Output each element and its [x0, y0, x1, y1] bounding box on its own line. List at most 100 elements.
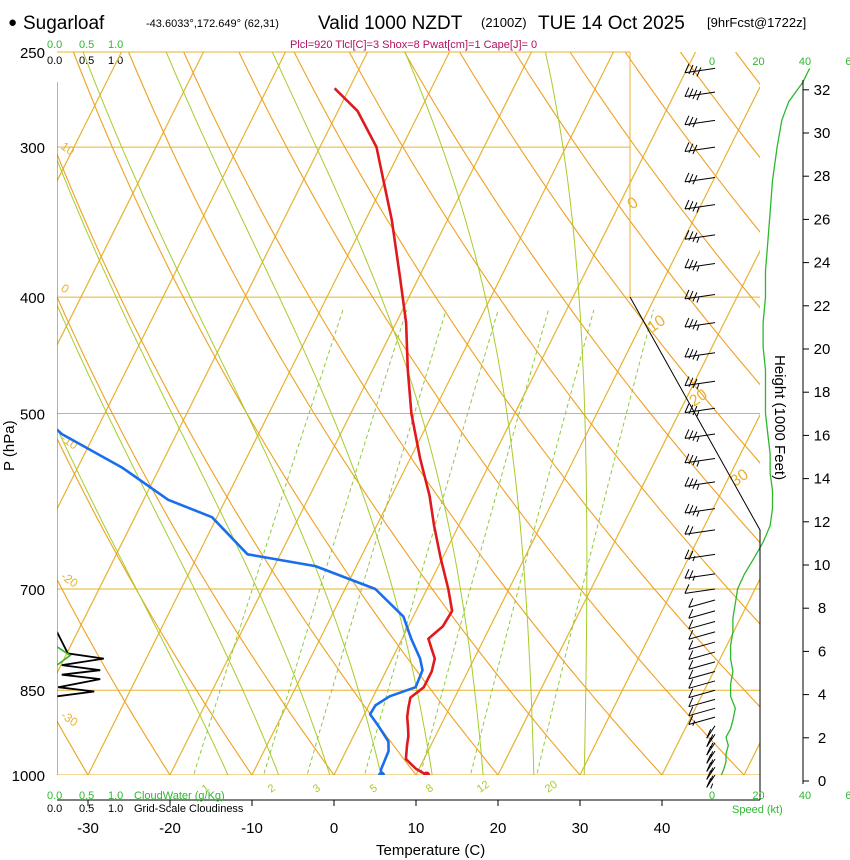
- scale-top-2: 1.0: [108, 55, 123, 67]
- mixing-ratio-line: [306, 309, 447, 775]
- wind-barb: [688, 669, 716, 680]
- wind-barb-feather: [692, 117, 698, 128]
- dry-adiabat-line: [846, 52, 850, 800]
- wind-barb-feather: [688, 430, 694, 440]
- axes: -30 -20 -10 0 10 20 30 402503004005007008501000…: [12, 45, 850, 837]
- wind-barb-feather: [684, 347, 690, 358]
- dry-adiabat-line: [404, 52, 760, 544]
- wind-barb: [706, 766, 716, 781]
- moist-adiabat-line: [165, 52, 433, 775]
- wind-barb-feather: [706, 762, 712, 772]
- wind-barb: [688, 609, 716, 619]
- wind-speed-scale-bot: 40: [799, 790, 811, 802]
- wind-barb-shaft: [688, 641, 716, 650]
- wind-barb: [688, 630, 716, 640]
- scale-bot-cw-2: 1.0: [108, 790, 123, 802]
- height-tick-label: 12: [814, 514, 831, 531]
- mixing-ratio-label: 8: [424, 782, 436, 795]
- wind-barb-shaft: [688, 610, 716, 619]
- wind-barb-feather: [688, 143, 694, 153]
- wind-barb-feather: [688, 679, 694, 689]
- wind-barb: [706, 725, 716, 740]
- wind-barb-shaft: [688, 707, 716, 717]
- wind-barb-feather: [684, 376, 690, 386]
- x-tick-label: -20: [159, 820, 181, 837]
- cloudiness-line: [57, 631, 104, 698]
- wind-barb-feather: [684, 503, 690, 514]
- wind-barb: [688, 688, 716, 699]
- height-axis-title: Height (1000 Feet): [771, 355, 788, 480]
- scale-bot-cl-1: 0.5: [79, 803, 94, 815]
- height-tick-label: 30: [814, 125, 831, 142]
- wind-speed-scale-bot: 0: [709, 790, 715, 802]
- wind-barb-feather: [684, 569, 690, 579]
- wind-barb-feather: [706, 778, 712, 788]
- wind-barb-feather: [688, 706, 694, 716]
- cloudwater-label: CloudWater (g/Kg): [134, 790, 225, 802]
- height-tick-label: 16: [814, 427, 831, 444]
- wind-barb-feather: [706, 728, 712, 739]
- isotherm-line: [57, 52, 123, 183]
- wind-barb-shaft: [688, 698, 716, 708]
- wind-barb-feather: [688, 697, 694, 707]
- wind-barb-feather: [706, 745, 712, 756]
- wind-barb: [684, 87, 716, 101]
- wind-barb-feather: [688, 526, 694, 536]
- wind-barb-feather: [692, 292, 698, 302]
- isotherm-line: [251, 52, 615, 775]
- x-tick-label: 0: [330, 820, 338, 837]
- scale-bot-cw-1: 0.5: [79, 790, 94, 802]
- wind-barb: [706, 734, 716, 749]
- dry-adiabat-line: [127, 52, 581, 775]
- wind-barb-feather: [692, 431, 698, 441]
- mixing-ratio-label: 5: [368, 782, 380, 795]
- height-tick-label: 2: [818, 730, 826, 747]
- wind-barb-feather: [688, 650, 694, 660]
- wind-barb-feather: [688, 290, 694, 301]
- wind-barb: [684, 584, 716, 594]
- wind-barb: [684, 115, 716, 128]
- wind-barb-half-feather: [696, 511, 700, 517]
- mixing-ratio-label: 1: [200, 782, 212, 795]
- wind-barb-feather: [688, 570, 694, 580]
- wind-speed-scale-top: 40: [799, 56, 811, 68]
- wind-barb-feather: [692, 506, 698, 516]
- x-tick-label: 20: [490, 820, 507, 837]
- wind-barb-feather: [688, 377, 694, 388]
- wind-barb-shaft: [688, 680, 716, 689]
- isotherm-line: [415, 85, 760, 775]
- dry-adiabat-line: [57, 152, 417, 775]
- wind-barb: [688, 619, 716, 630]
- wind-barb-shaft: [688, 689, 716, 699]
- scale-bot-cw-0: 0.0: [47, 790, 62, 802]
- wind-barb-feather: [688, 116, 694, 127]
- wind-barb-half-feather: [692, 575, 696, 581]
- wind-barb-feather: [688, 478, 694, 488]
- height-tick-label: 32: [814, 82, 831, 99]
- wind-barb: [684, 503, 716, 517]
- speed-label: Speed (kt): [732, 804, 783, 816]
- cloud-scale-top: 0.0 0.5 1.0 0.0 0.5 1.0: [47, 39, 123, 67]
- wind-barb: [706, 750, 716, 765]
- wind-barb: [688, 640, 716, 650]
- wind-barb-half-feather: [696, 237, 700, 244]
- moist-adiabat-line: [271, 52, 484, 775]
- wind-barb-half-feather: [710, 751, 714, 757]
- dry-adiabat-line: [183, 52, 663, 775]
- isotherm-line: [661, 577, 760, 775]
- wind-barb: [684, 569, 716, 581]
- wind-barb-feather: [688, 598, 694, 608]
- dry-adiabat-line: [238, 52, 745, 775]
- wind-barb-feather: [688, 404, 694, 415]
- wind-barb-feather: [706, 737, 712, 747]
- wind-barb: [684, 172, 716, 185]
- wind-barb: [688, 650, 716, 660]
- wind-barb-half-feather: [696, 266, 700, 272]
- wind-barb: [706, 742, 716, 757]
- wind-barb: [688, 715, 716, 726]
- wind-barb: [684, 347, 716, 361]
- wind-barb: [684, 230, 716, 244]
- wind-barb-feather: [688, 454, 694, 465]
- wind-barb: [706, 774, 716, 789]
- isotherm-label: -30: [58, 708, 81, 730]
